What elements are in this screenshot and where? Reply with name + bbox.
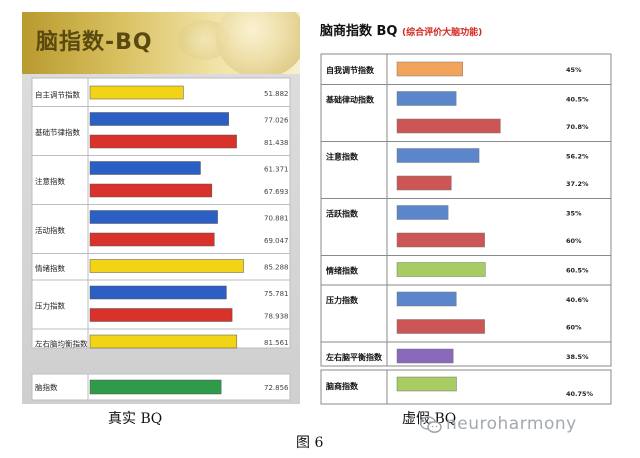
real-bq-category-label: 基础节律指数	[35, 127, 80, 137]
fake-bq-value-label: 40.6%	[566, 296, 589, 304]
figure-caption: 图 6	[296, 435, 324, 451]
real-bq-category-label: 情绪指数	[35, 263, 65, 273]
fake-bq-bar	[396, 175, 452, 191]
fake-bq-category-label: 情绪指数	[325, 265, 359, 275]
fake-bq-category-label: 自我调节指数	[326, 65, 375, 75]
fake-bq-bar	[396, 262, 486, 277]
wechat-icon	[420, 416, 442, 433]
real-bq-value-label: 85.288	[264, 264, 289, 272]
fake-bq-total-box	[320, 369, 612, 405]
real-bq-bar	[89, 210, 218, 224]
real-bq-bar	[89, 334, 238, 349]
fake-bq-value-label: 56.2%	[566, 153, 589, 161]
real-bq-total-bar	[89, 379, 222, 395]
fake-bq-value-label: 38.5%	[566, 353, 589, 361]
real-bq-total-value: 72.856	[264, 384, 289, 392]
fake-bq-value-label: 60.5%	[566, 267, 589, 275]
real-bq-category-label: 压力指数	[35, 301, 65, 311]
real-bq-bar	[89, 161, 201, 175]
real-bq-bar	[89, 285, 227, 300]
fake-bq-bar	[396, 348, 454, 364]
brain-illustration-icon	[216, 12, 300, 74]
real-bq-value-label: 67.693	[264, 188, 289, 196]
fake-bq-subtitle: (综合评价大脑功能)	[402, 28, 483, 38]
real-bq-bar	[89, 183, 213, 198]
fake-bq-value-label: 40.5%	[566, 96, 589, 104]
real-bq-value-label: 61.371	[264, 166, 289, 174]
fake-bq-bar	[396, 148, 480, 163]
fake-bq-bar	[396, 205, 449, 220]
real-bq-value-label: 51.882	[264, 90, 289, 98]
fake-bq-title-text: 脑商指数 BQ	[320, 24, 398, 39]
fake-bq-total-label: 脑商指数	[325, 381, 359, 391]
real-bq-value-label: 81.561	[264, 339, 289, 347]
real-bq-value-label: 69.047	[264, 237, 289, 245]
real-bq-category-label: 注意指数	[35, 176, 65, 186]
fake-bq-bar	[396, 118, 501, 134]
fake-bq-value-label: 45%	[566, 66, 582, 74]
real-bq-bar	[89, 112, 229, 126]
fake-bq-category-label: 压力指数	[326, 295, 359, 305]
fake-bq-bar	[396, 291, 457, 307]
real-bq-bar	[89, 85, 184, 100]
fake-bq-category-label: 基础律动指数	[325, 95, 375, 105]
fake-bq-total-value: 40.75%	[566, 390, 594, 398]
fake-bq-value-label: 70.8%	[566, 123, 589, 131]
fake-bq-title: 脑商指数 BQ (综合评价大脑功能)	[320, 20, 482, 39]
fake-bq-bar	[396, 232, 485, 248]
real-bq-header: 脑指数-BQ	[22, 12, 300, 74]
fake-bq-bar	[396, 61, 463, 77]
watermark-text: neuroharmony	[446, 414, 577, 434]
real-bq-title: 脑指数-BQ	[36, 30, 153, 55]
fake-bq-plot-area	[320, 53, 612, 367]
fake-bq-value-label: 37.2%	[566, 180, 589, 188]
fake-bq-bar	[396, 319, 485, 334]
real-bq-value-label: 81.438	[264, 139, 289, 147]
fake-bq-category-label: 左右脑平衡指数	[325, 352, 383, 362]
real-bq-value-label: 75.781	[264, 290, 289, 298]
real-bq-total-label: 脑指数	[35, 382, 58, 392]
real-bq-bar	[89, 134, 237, 149]
fake-bq-value-label: 35%	[566, 210, 582, 218]
real-bq-caption: 真实 BQ	[108, 411, 163, 427]
real-bq-bar	[89, 259, 244, 273]
fake-bq-category-label: 活跃指数	[326, 209, 359, 219]
fake-bq-value-label: 60%	[566, 324, 582, 332]
real-bq-value-label: 70.881	[264, 215, 289, 223]
real-bq-bar	[89, 232, 215, 247]
real-bq-bar	[89, 308, 233, 322]
real-bq-category-label: 活动指数	[35, 225, 65, 235]
fake-bq-bar	[396, 91, 457, 106]
real-bq-category-label: 左右脑均衡指数	[35, 338, 88, 348]
real-bq-value-label: 78.938	[264, 313, 289, 321]
fake-bq-category-label: 注意指数	[326, 152, 359, 162]
fake-bq-caption: 虚假 BQ	[402, 411, 457, 427]
fake-bq-value-label: 60%	[566, 237, 582, 245]
real-bq-category-label: 自主调节指数	[35, 89, 80, 99]
real-bq-value-label: 77.026	[264, 117, 289, 125]
fake-bq-total-bar	[396, 376, 457, 392]
